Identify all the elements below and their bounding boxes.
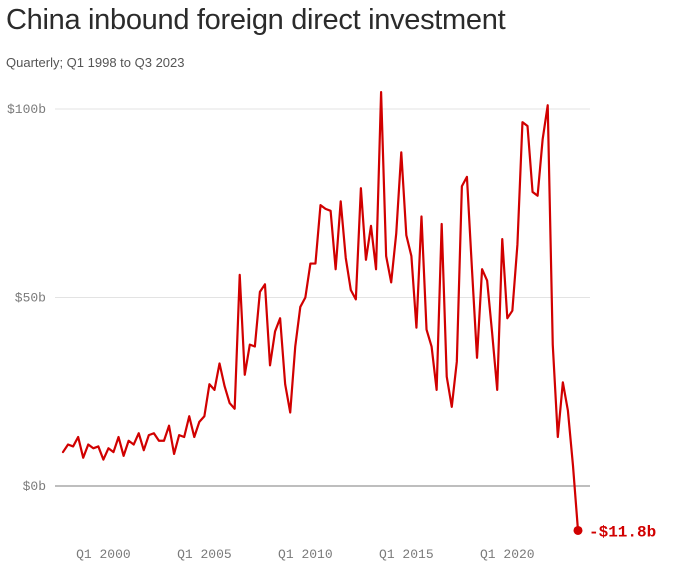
x-tick-label: Q1 2000 <box>76 547 131 562</box>
y-tick-label: $0b <box>23 479 46 494</box>
y-axis-ticks: $100b $50b $0b <box>7 102 46 494</box>
end-point-marker <box>573 525 583 535</box>
end-value-label: -$11.8b <box>589 523 656 541</box>
x-axis-ticks: Q1 2000 Q1 2005 Q1 2010 Q1 2015 Q1 2020 <box>76 547 535 562</box>
y-tick-label: $50b <box>15 291 46 306</box>
chart-title: China inbound foreign direct investment <box>6 4 506 36</box>
series-line <box>61 90 580 532</box>
gridlines <box>55 108 590 487</box>
x-tick-label: Q1 2010 <box>278 547 333 562</box>
x-tick-label: Q1 2015 <box>379 547 434 562</box>
series-layer <box>61 90 583 535</box>
x-tick-label: Q1 2020 <box>480 547 535 562</box>
chart-subtitle: Quarterly; Q1 1998 to Q3 2023 <box>6 55 185 70</box>
x-tick-label: Q1 2005 <box>177 547 232 562</box>
y-tick-label: $100b <box>7 102 46 117</box>
